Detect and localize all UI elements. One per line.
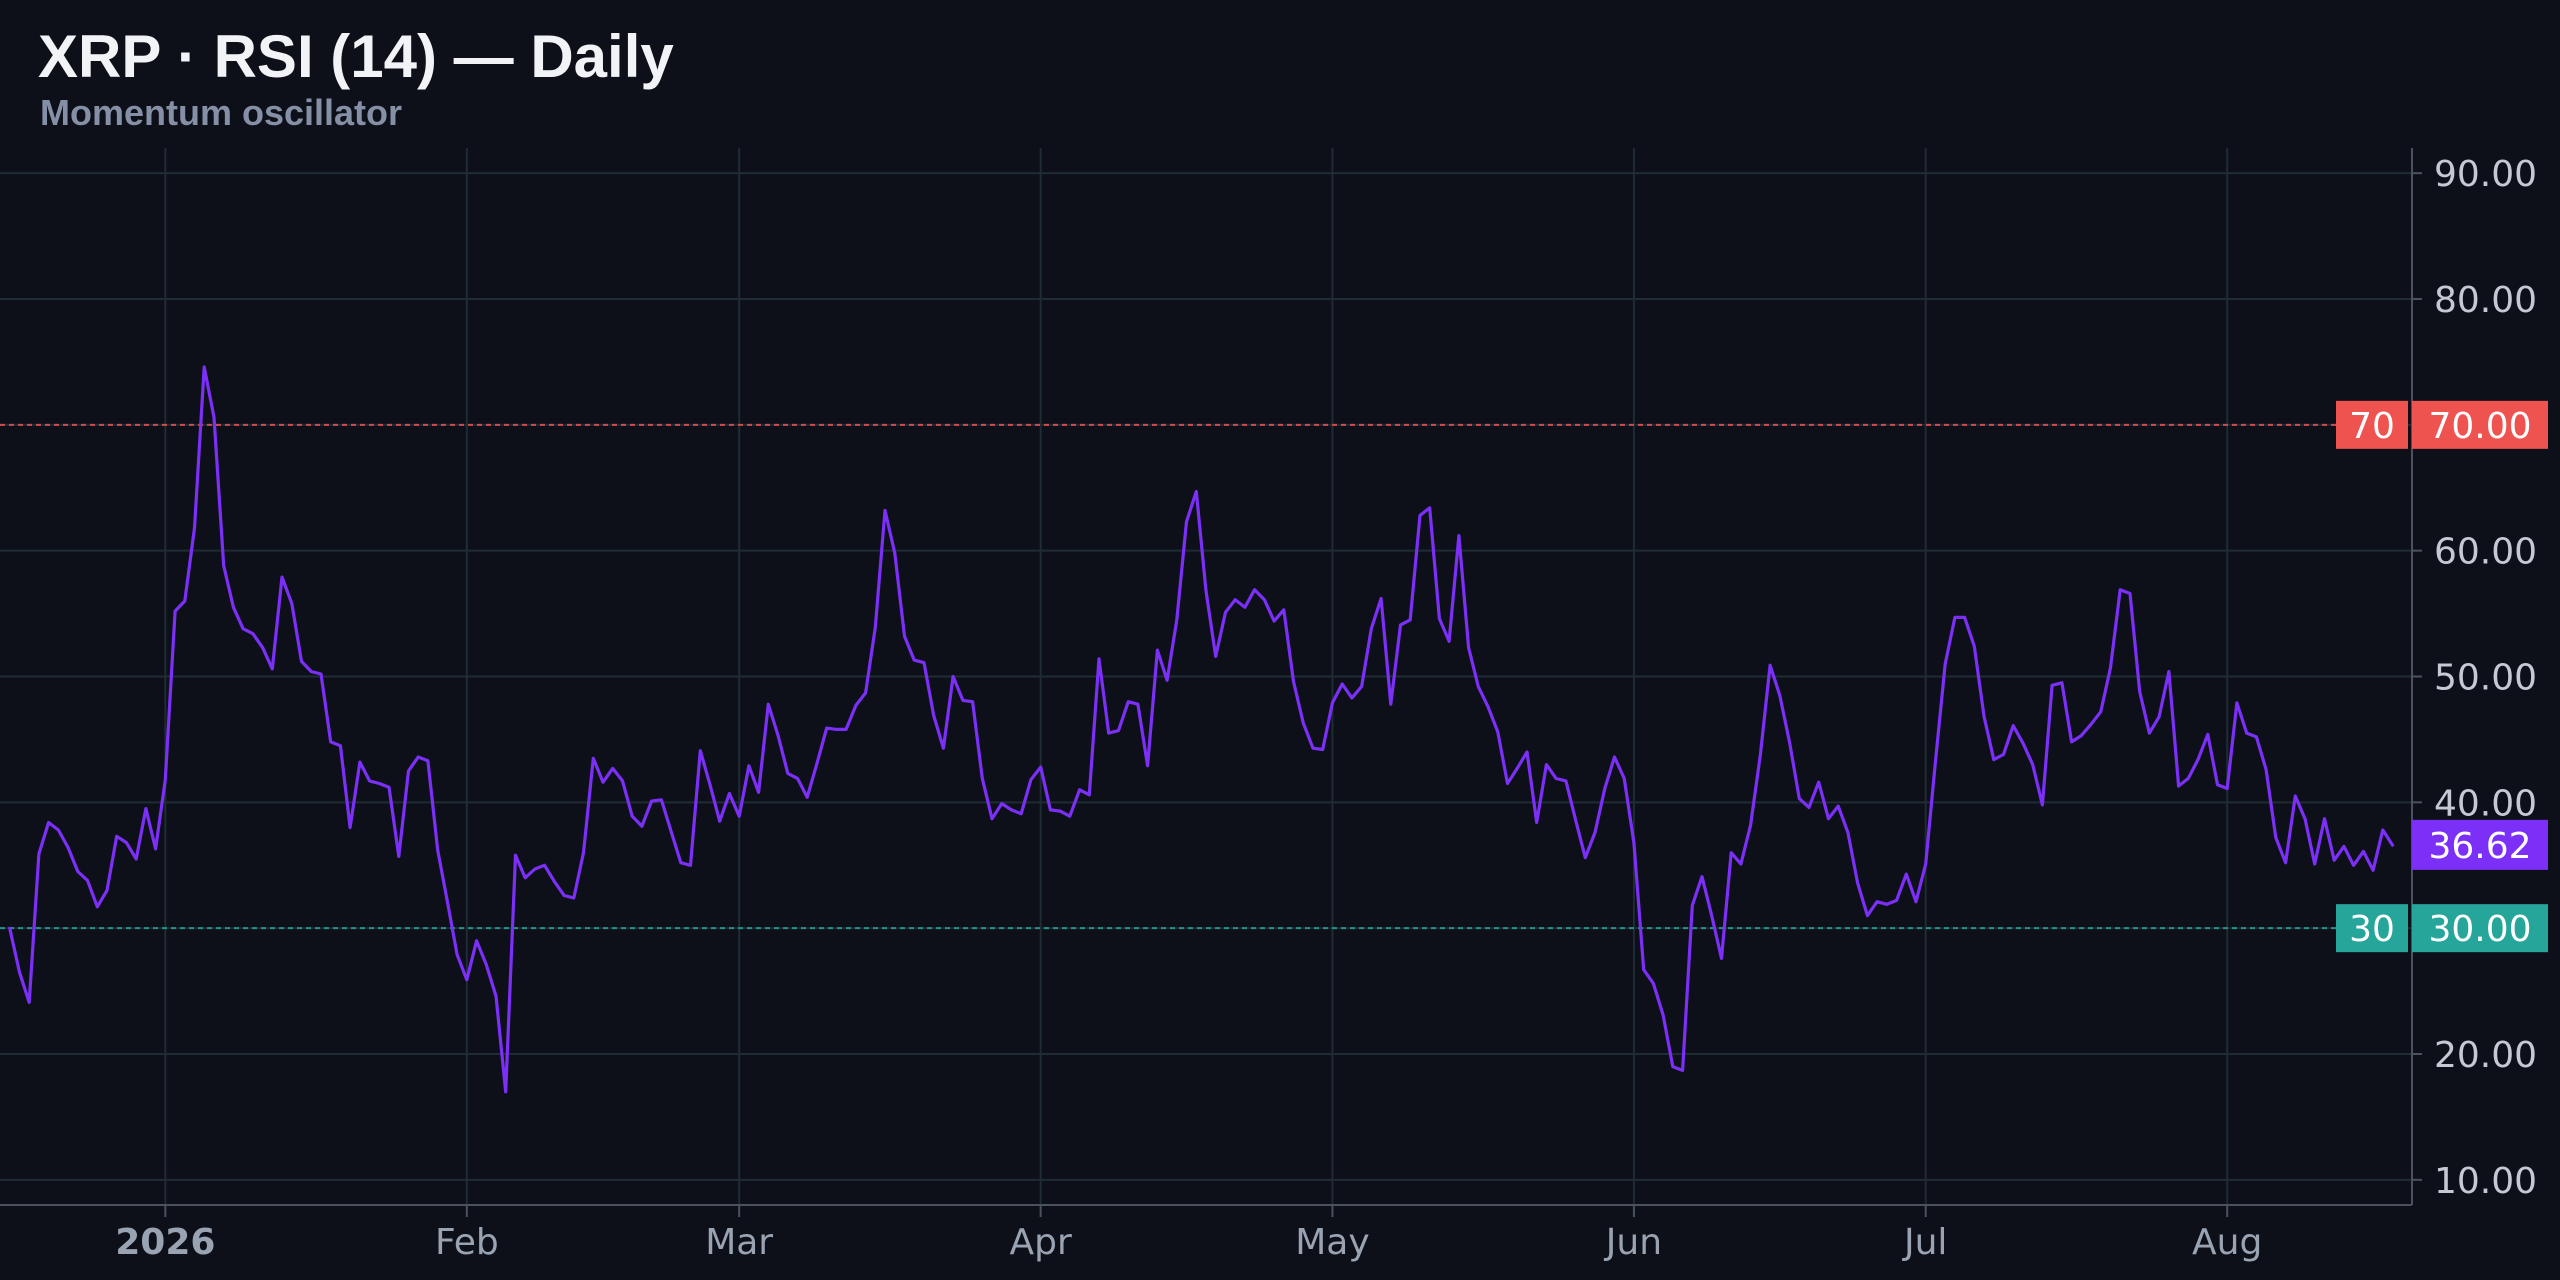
last-value-badge — [2412, 819, 2548, 870]
x-tick-label: 2026 — [115, 1222, 215, 1263]
reference-badge-label: 30 — [2349, 909, 2395, 950]
x-tick-label: Mar — [705, 1222, 773, 1263]
axes: 10.00 20.00 30.00 40.00 50.00 60.00 70.00 80.00… — [0, 148, 2537, 1263]
last-value-label: 36.62 — [2428, 826, 2531, 867]
reference-lines — [0, 423, 2336, 930]
axis-badge-label: 70.00 — [2428, 406, 2531, 447]
reference-badge-label: 70 — [2349, 406, 2395, 447]
rsi-line — [8, 365, 2395, 1094]
y-tick-label: 40.00 — [2434, 783, 2537, 824]
axis-badges: 70 70.00 30 30.00 36.62 — [2336, 400, 2548, 953]
x-tick-label: May — [1295, 1222, 1369, 1263]
x-tick-label: Jul — [1902, 1222, 1947, 1263]
rsi-series — [8, 365, 2395, 1094]
grid-lines — [0, 148, 2412, 1205]
x-tick-label: Aug — [2192, 1222, 2262, 1263]
x-tick-label: Feb — [435, 1222, 499, 1263]
y-tick-label: 20.00 — [2434, 1035, 2537, 1076]
reference-badge-70 — [2336, 400, 2408, 449]
axis-badge-label: 30.00 — [2428, 909, 2531, 950]
y-tick-label: 90.00 — [2434, 154, 2537, 195]
y-tick-label: 10.00 — [2434, 1161, 2537, 1202]
reference-badge-30 — [2336, 904, 2408, 953]
x-tick-label: Jun — [1604, 1222, 1662, 1263]
axis-badge-30 — [2412, 904, 2548, 953]
chart-title: XRP · RSI (14) — Daily — [38, 23, 674, 90]
y-tick-label: 50.00 — [2434, 658, 2537, 699]
y-tick-label: 60.00 — [2434, 532, 2537, 573]
y-tick-label: 80.00 — [2434, 280, 2537, 321]
axis-badge-70 — [2412, 400, 2548, 449]
chart-subtitle: Momentum oscillator — [40, 92, 403, 133]
x-tick-label: Apr — [1010, 1222, 1072, 1263]
